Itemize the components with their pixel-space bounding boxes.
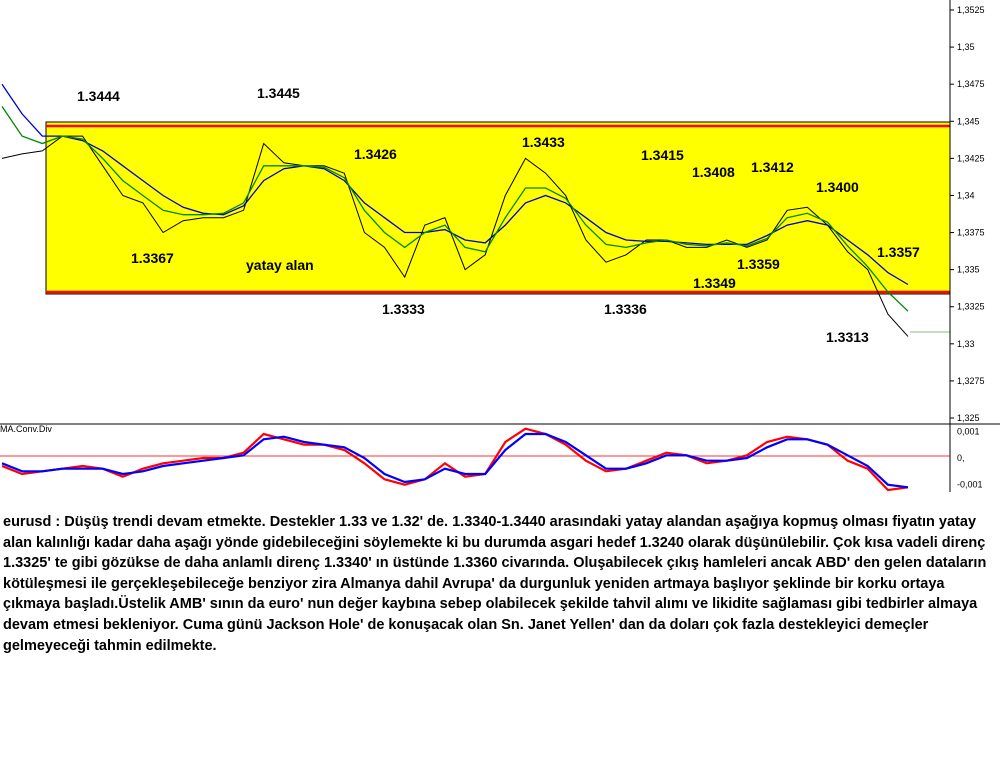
horizontal-zone [45, 121, 951, 295]
analysis-commentary: eurusd : Düşüş trendi devam etmekte. Des… [3, 514, 987, 654]
level-label-1-3415: 1.3415 [641, 147, 684, 163]
price-tick-label: 1,335 [957, 265, 980, 275]
price-series-line-0 [1, 135, 909, 337]
chart-svg: 1,3525 1,35 1,3475 1,345 1,3425 1,34 1,3375 1,3… [0, 0, 1000, 492]
price-series-line-1 [1, 83, 909, 286]
indicator-series-line-1 [1, 432, 909, 489]
price-tick-label: 1,33 [957, 339, 975, 349]
price-tick-label: 1,3325 [957, 302, 985, 312]
price-tick-label: 1,3525 [957, 5, 985, 15]
indicator-series-group [1, 427, 909, 492]
level-label-1-3433: 1.3433 [522, 134, 565, 150]
price-tick-label: 1,3425 [957, 153, 985, 163]
indicator-tick-label: 0, [957, 453, 965, 463]
indicator-series-line-0 [1, 427, 909, 492]
level-label-1-3400: 1.3400 [816, 179, 859, 195]
level-label-1-3357: 1.3357 [877, 244, 920, 260]
price-series-group [1, 83, 909, 337]
price-tick-label: 1,325 [957, 413, 980, 423]
price-tick-label: 1,3475 [957, 79, 985, 89]
price-tick-label: 1,345 [957, 116, 980, 126]
level-label-1-3412: 1.3412 [751, 159, 794, 175]
level-label-1-3444: 1.3444 [77, 88, 120, 104]
indicator-tick-label: -0,001 [957, 480, 983, 490]
chart-area: 1,3525 1,35 1,3475 1,345 1,3425 1,34 1,3375 1,3… [0, 0, 1000, 492]
level-label-1-3333: 1.3333 [382, 301, 425, 317]
price-tick-label: 1,34 [957, 190, 975, 200]
indicator-tick-label: 0,001 [957, 426, 980, 436]
zone-label: yatay alan [246, 257, 314, 273]
price-tick-label: 1,35 [957, 42, 975, 52]
price-series-line-2 [1, 106, 909, 312]
level-label-1-3313: 1.3313 [826, 329, 869, 345]
level-label-1-3426: 1.3426 [354, 146, 397, 162]
level-label-1-3445: 1.3445 [257, 85, 300, 101]
level-label-1-3349: 1.3349 [693, 275, 736, 291]
level-label-1-3408: 1.3408 [692, 164, 735, 180]
level-label-1-3359: 1.3359 [737, 256, 780, 272]
indicator-label: MA.Conv.Div [0, 424, 52, 434]
price-tick-label: 1,3275 [957, 376, 985, 386]
price-tick-label: 1,3375 [957, 228, 985, 238]
indicator-axis-ticks: 0,001 0, -0,001 [957, 426, 983, 489]
level-label-1-3367: 1.3367 [131, 250, 174, 266]
price-axis-ticks: 1,3525 1,35 1,3475 1,345 1,3425 1,34 1,3375 1,3… [950, 5, 985, 423]
level-label-1-3336: 1.3336 [604, 301, 647, 317]
